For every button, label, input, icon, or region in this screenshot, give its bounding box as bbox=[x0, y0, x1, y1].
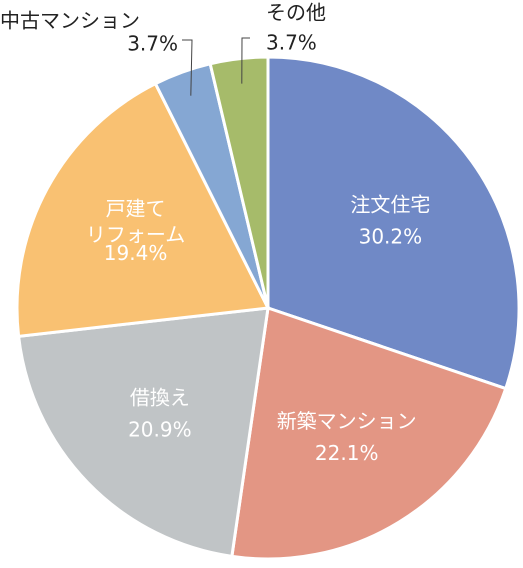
pie-slice bbox=[266, 55, 521, 391]
outside-label: 中古マンション bbox=[0, 9, 140, 33]
leader-line bbox=[182, 39, 193, 96]
pie-slice bbox=[16, 306, 270, 559]
slice-value: 19.4% bbox=[104, 241, 168, 265]
slice-label: 注文住宅 bbox=[350, 193, 430, 217]
pie-slice bbox=[230, 306, 508, 561]
outside-value: 3.7% bbox=[266, 31, 317, 55]
pie-slice bbox=[208, 55, 270, 309]
pie-slice bbox=[15, 81, 271, 338]
leader-line bbox=[241, 37, 250, 84]
slice-value: 22.1% bbox=[315, 441, 379, 465]
slice-label: 戸建てリフォーム bbox=[86, 196, 185, 246]
slice-label: 借換え bbox=[130, 385, 190, 409]
slice-value: 20.9% bbox=[128, 417, 192, 441]
slice-label: 新築マンション bbox=[277, 409, 417, 433]
slice-value: 30.2% bbox=[359, 225, 423, 249]
outside-label: その他 bbox=[266, 1, 326, 25]
outside-value: 3.7% bbox=[127, 32, 178, 56]
